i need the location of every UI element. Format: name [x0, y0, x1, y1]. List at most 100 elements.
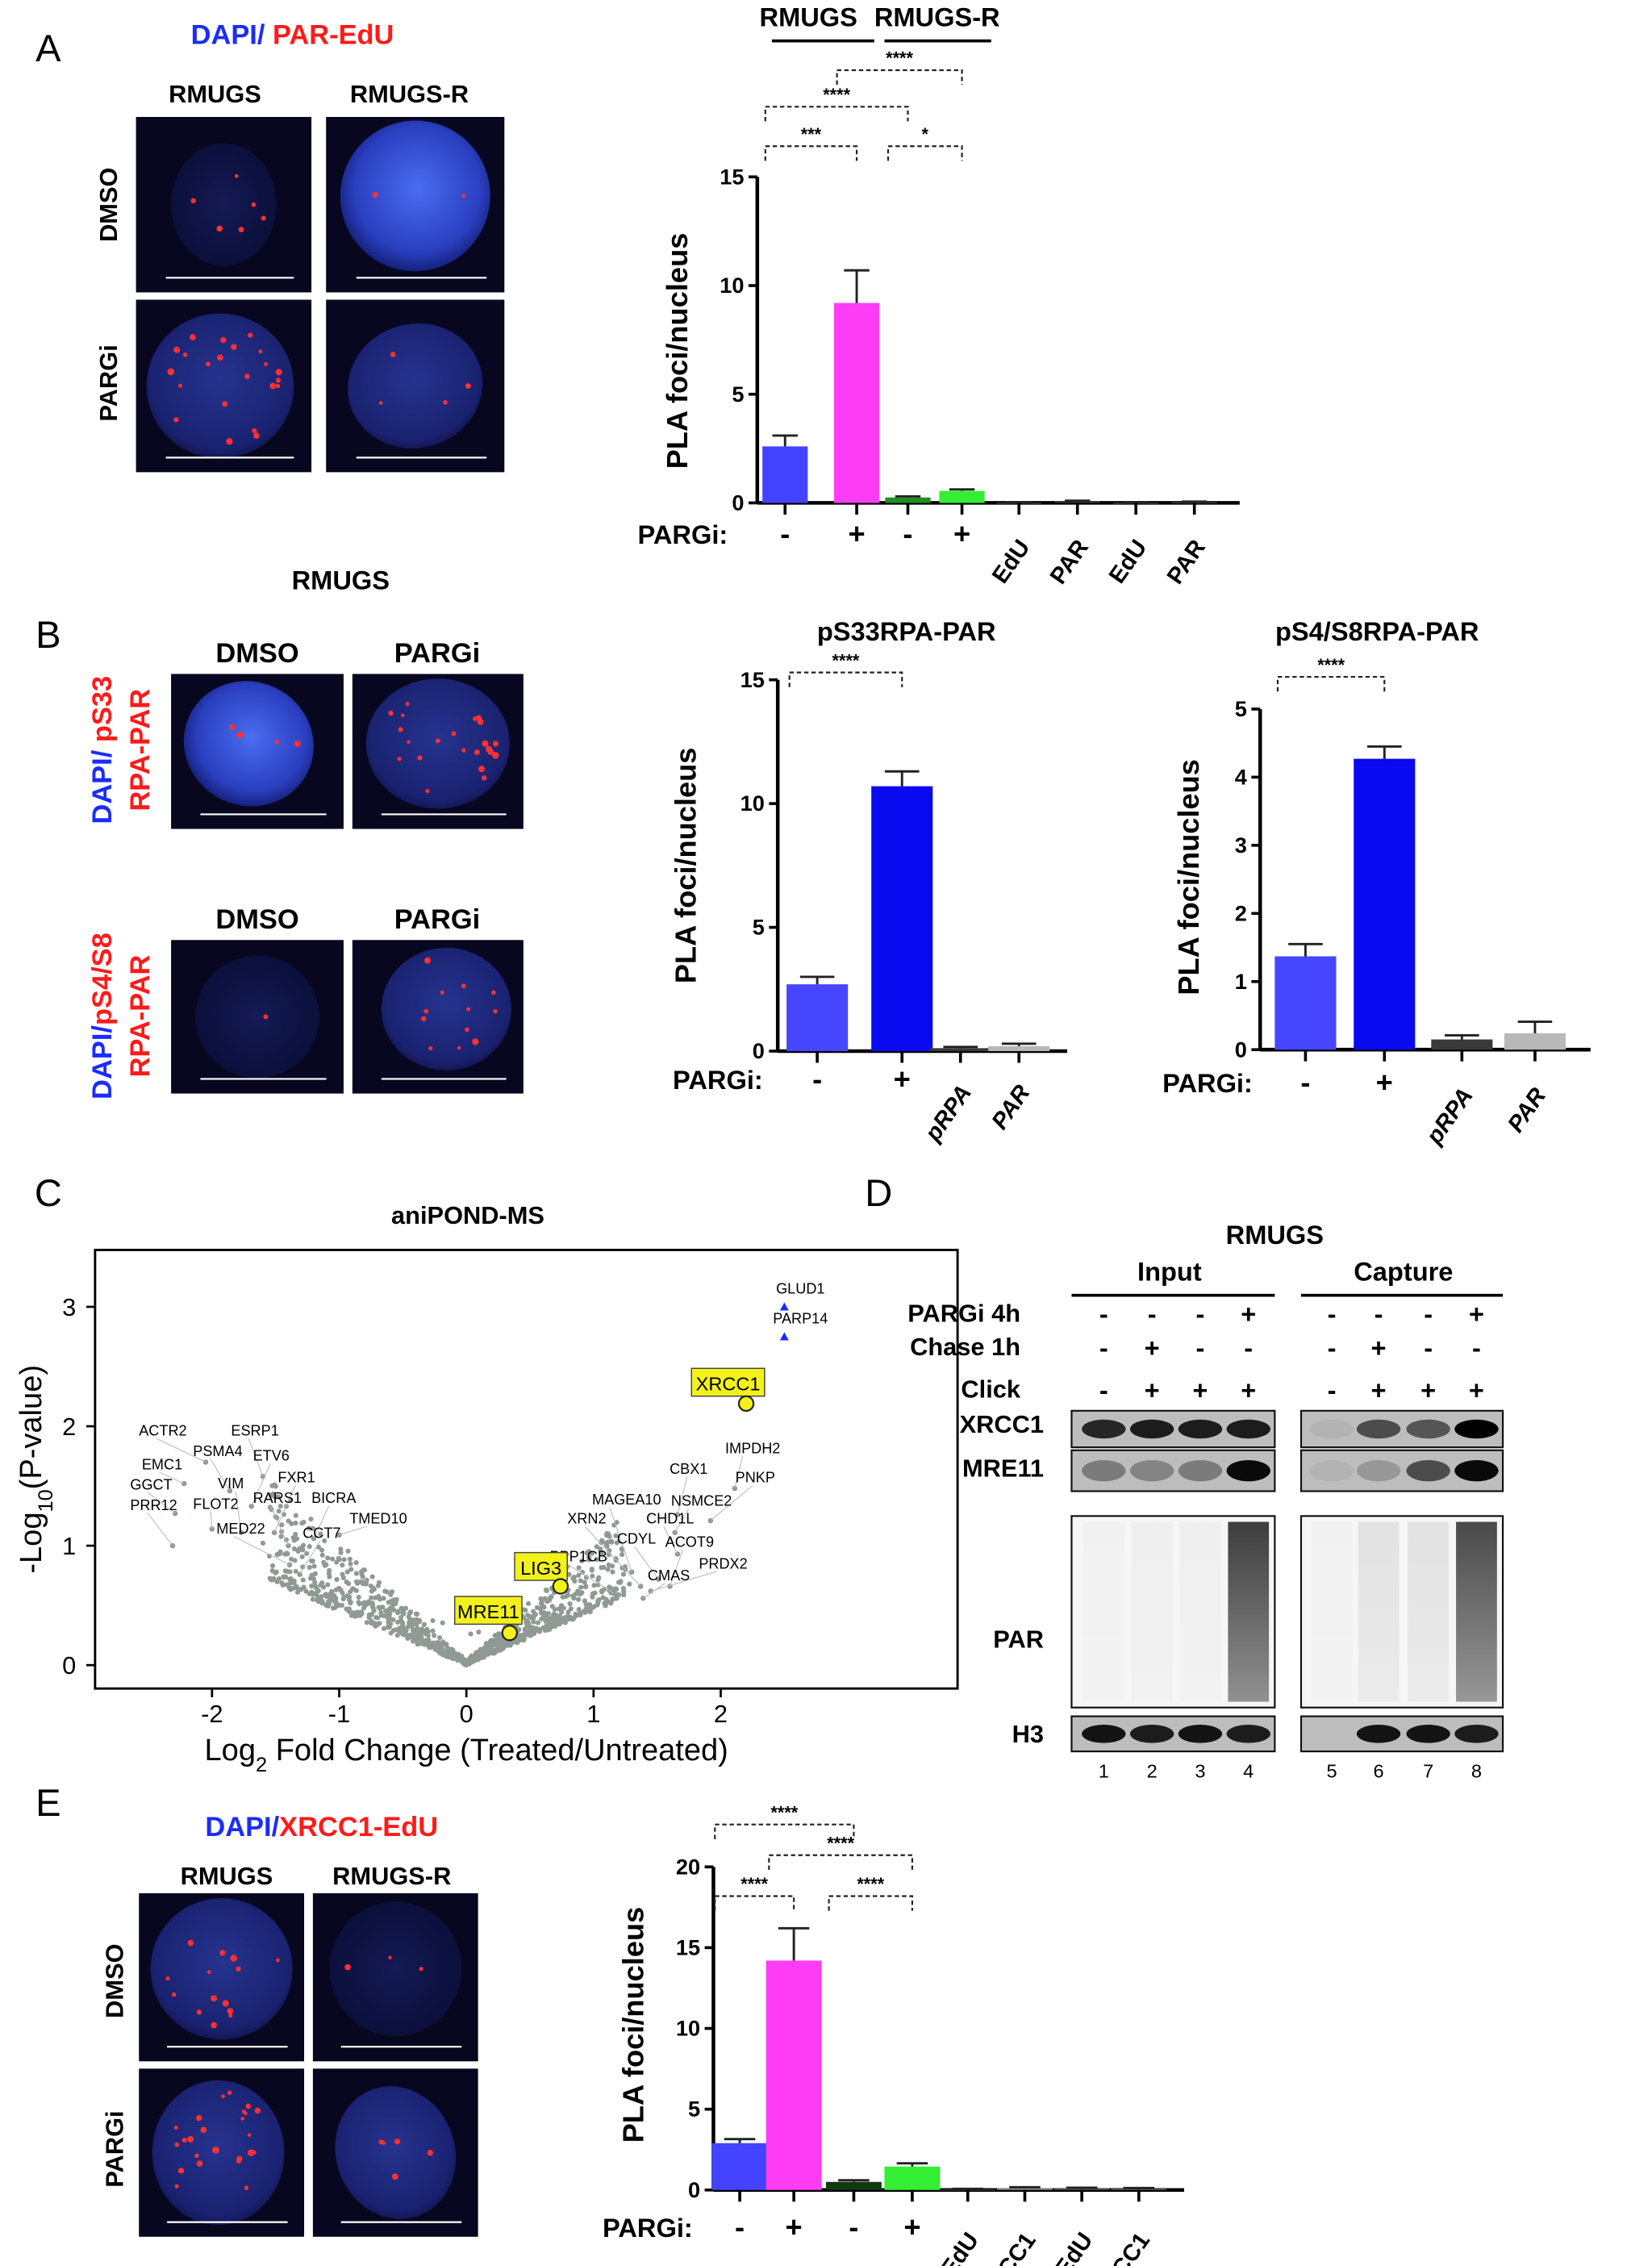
condition-value: +: [1420, 1375, 1436, 1404]
protein-point: [390, 1600, 396, 1607]
protein-point: [598, 1549, 604, 1554]
protein-point: [620, 1565, 625, 1571]
protein-point: [370, 1585, 376, 1591]
protein-band: [1129, 1725, 1174, 1743]
gene-label: PRDX2: [699, 1556, 747, 1572]
label-leader: [674, 1508, 690, 1534]
pla-focus: [245, 2103, 252, 2110]
group-label: RMUGS-R: [874, 2, 1000, 32]
stain-label-line2: RPA-PAR: [125, 689, 156, 812]
pla-focus: [378, 401, 383, 405]
pla-focus: [472, 1038, 479, 1045]
protein-point: [369, 1595, 374, 1600]
micrograph-rmugs-pargi: [136, 299, 312, 473]
pla-focus: [261, 215, 266, 221]
pla-focus: [252, 428, 257, 434]
protein-band: [1178, 1419, 1223, 1439]
x-axis-label: Log2 Fold Change (Treated/Untreated): [205, 1734, 728, 1776]
y-tick-label: 10: [676, 2016, 700, 2041]
protein-point: [481, 1651, 486, 1657]
protein-point: [339, 1602, 345, 1608]
pla-focus: [187, 1939, 194, 1947]
protein-point: [278, 1534, 284, 1539]
protein-point: [348, 1567, 354, 1572]
protein-point: [415, 1639, 420, 1645]
protein-point: [448, 1653, 454, 1659]
column-label: RMUGS: [169, 80, 261, 108]
protein-band: [1178, 1459, 1223, 1482]
protein-point: [376, 1580, 382, 1585]
protein-point: [395, 1609, 401, 1614]
gene-label: ACTR2: [139, 1423, 186, 1439]
bar-chart-B1: 0 5 10 15 PLA foci/nucleus PARGi: pS33RPA-PAR -…: [670, 616, 1068, 1146]
x-tick-label: +: [894, 1062, 911, 1095]
pla-focus: [227, 2008, 234, 2014]
protein-point: [599, 1538, 605, 1543]
significance-bracket: [1276, 675, 1386, 692]
par-smear: [1312, 1522, 1353, 1702]
protein-point: [310, 1596, 316, 1602]
lane-number: 7: [1423, 1761, 1433, 1782]
label-leader: [609, 1507, 632, 1572]
protein-point: [473, 1655, 479, 1660]
x-tick-label: EdU: [1104, 535, 1152, 588]
protein-point: [607, 1584, 612, 1590]
protein-point: [419, 1635, 424, 1641]
protein-point: [520, 1638, 527, 1643]
protein-band: [1406, 1459, 1450, 1482]
label-part: -Log: [15, 1513, 48, 1574]
protein-point: [312, 1571, 318, 1576]
pla-focus: [182, 353, 188, 357]
protein-point: [303, 1588, 309, 1594]
gene-label: FXR1: [277, 1470, 315, 1486]
y-tick-label: 0: [1235, 1037, 1247, 1062]
pla-focus: [482, 775, 487, 781]
protein-point: [620, 1551, 625, 1558]
pla-focus: [397, 756, 402, 762]
panel-letter-c: C: [35, 1171, 62, 1214]
par-smear: [1358, 1521, 1400, 1702]
protein-point: [341, 1557, 347, 1563]
significance-stars: ****: [1317, 655, 1345, 675]
x-tick-label: -2: [201, 1700, 223, 1728]
protein-point: [411, 1630, 416, 1635]
pla-focus: [275, 369, 282, 376]
y-tick-label: 5: [753, 915, 765, 940]
triangle-point: [779, 1332, 789, 1341]
protein-point: [260, 1540, 266, 1546]
protein-point: [400, 1620, 406, 1625]
pla-focus: [177, 2168, 185, 2174]
protein-point: [548, 1595, 553, 1600]
protein-point: [376, 1605, 382, 1610]
protein-point: [370, 1605, 376, 1610]
protein-point: [562, 1620, 568, 1625]
micrograph-ps33-dmso: [171, 674, 344, 829]
gene-label: PNKP: [736, 1470, 775, 1486]
par-smear: [1132, 1522, 1173, 1702]
protein-point: [440, 1646, 445, 1652]
pla-focus: [419, 1967, 423, 1972]
pla-focus: [478, 766, 485, 773]
stain-label-line2: RPA-PAR: [125, 955, 156, 1078]
condition-value: +: [1241, 1299, 1256, 1329]
significance-stars: ****: [832, 650, 860, 670]
condition-value: -: [1328, 1375, 1337, 1404]
lane-number: 1: [1099, 1761, 1109, 1782]
protein-point: [578, 1584, 584, 1590]
x-tick-label: +: [1376, 1066, 1393, 1099]
pla-focus: [231, 344, 237, 350]
protein-point: [461, 1659, 467, 1665]
protein-point: [573, 1591, 578, 1596]
micrograph-rmugsr-pargi-e: [312, 2068, 478, 2237]
protein-point: [307, 1564, 312, 1570]
protein-point: [557, 1619, 562, 1625]
nucleus: [381, 947, 512, 1071]
protein-point: [353, 1571, 359, 1576]
protein-point: [431, 1642, 436, 1648]
protein-point: [403, 1605, 408, 1611]
protein-point: [356, 1600, 361, 1605]
protein-point: [574, 1613, 579, 1618]
condition-value: -: [1424, 1333, 1433, 1363]
